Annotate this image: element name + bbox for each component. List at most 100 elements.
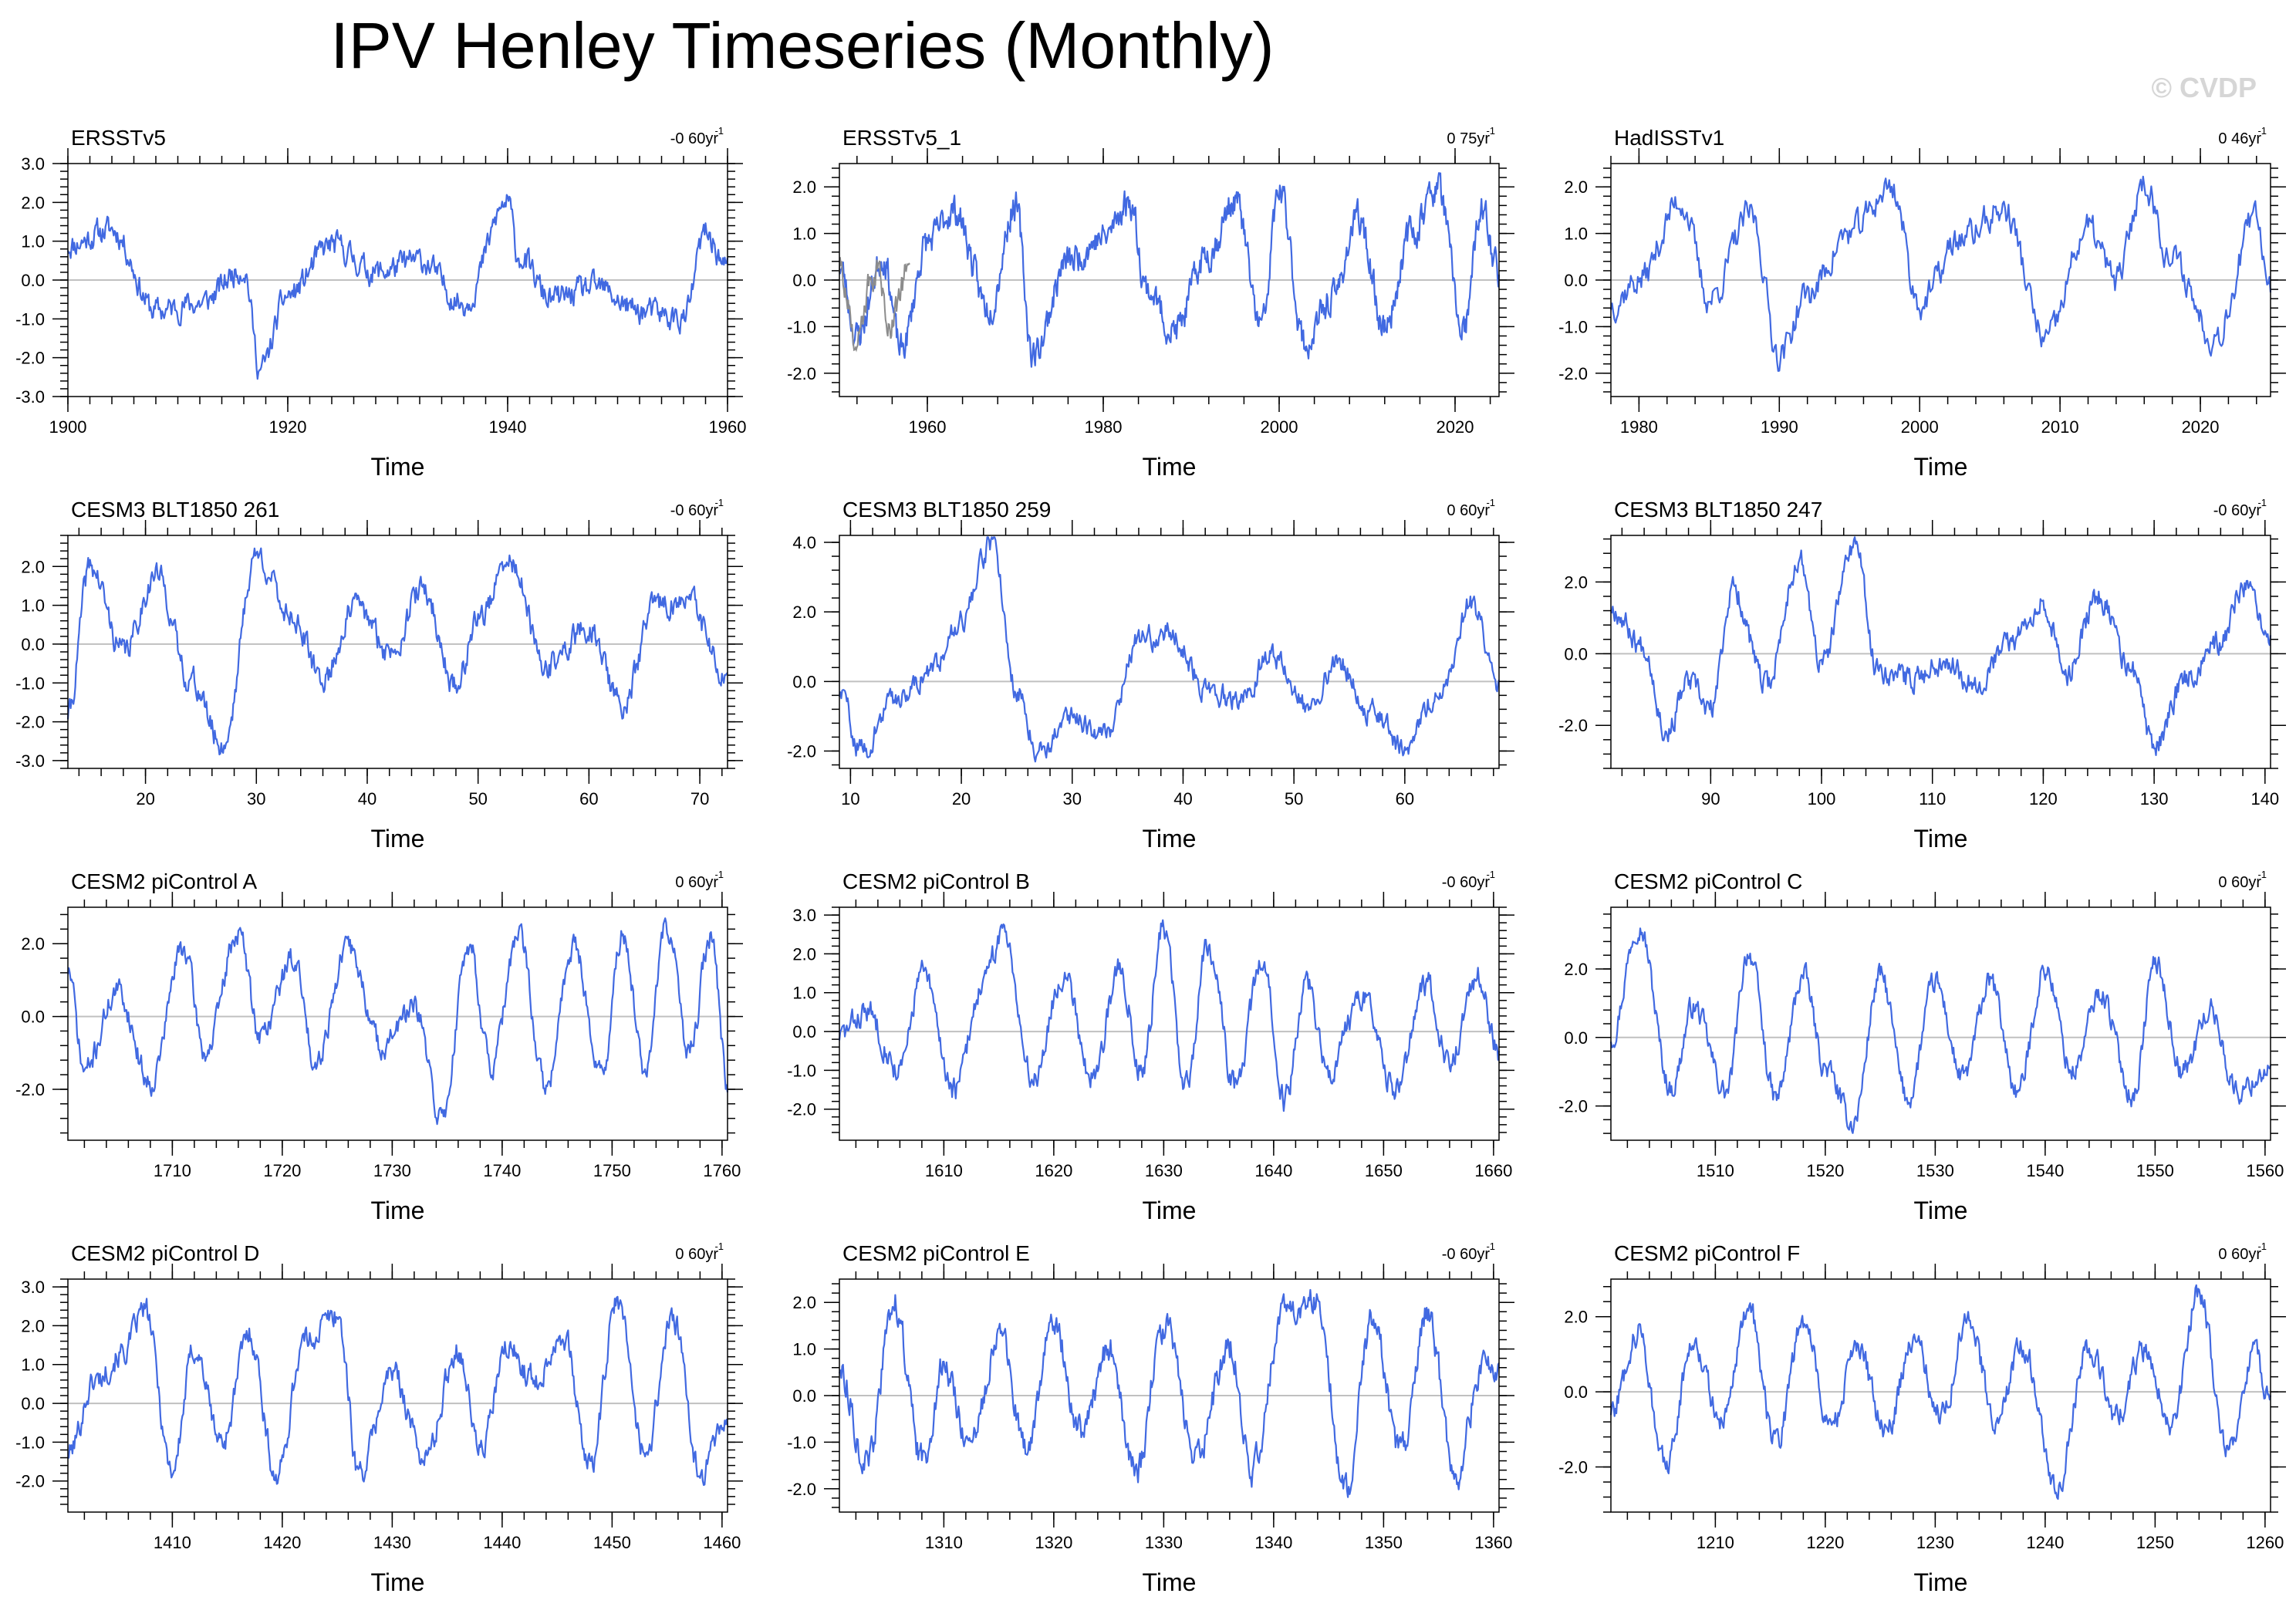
- x-tick-label: 1550: [2136, 1161, 2174, 1180]
- plot-frame: [67, 535, 728, 769]
- panel: HadISSTv1 0 46yr-1 1980 1990 2000 2010 2020 -2.…: [1558, 125, 2286, 481]
- x-tick-label: 60: [579, 789, 598, 808]
- x-tick-label: 1660: [1474, 1161, 1512, 1180]
- plot-frame: [1610, 1278, 2271, 1513]
- x-tick-label: 1360: [1474, 1533, 1512, 1552]
- x-tick-label: 20: [952, 789, 971, 808]
- panel: CESM3 BLT1850 261 -0 60yr-1 20 30 40 50 60 70 -3…: [15, 497, 743, 852]
- trend-label: 0 60yr: [2218, 874, 2261, 891]
- y-tick-label: 3.0: [21, 154, 45, 174]
- y-tick-label: -2.0: [15, 349, 45, 368]
- series-line: [838, 1288, 1500, 1498]
- x-axis-label: Time: [371, 825, 425, 852]
- trend-exponent: -1: [714, 1241, 724, 1252]
- trend-label: -0 60yr: [1442, 874, 1491, 891]
- plot-frame: [839, 906, 1500, 1141]
- x-tick-label: 50: [1285, 789, 1303, 808]
- trend-label: 0 60yr: [1447, 502, 1490, 519]
- x-tick-label: 1210: [1697, 1533, 1734, 1552]
- trend-exponent: -1: [2257, 125, 2267, 137]
- y-tick-label: 3.0: [21, 1278, 45, 1297]
- y-tick-label: -1.0: [787, 1061, 816, 1080]
- x-tick-label: 1260: [2246, 1533, 2284, 1552]
- panel-title: CESM2 piControl E: [842, 1241, 1030, 1265]
- x-axis-label: Time: [371, 453, 425, 481]
- y-tick-label: 1.0: [21, 232, 45, 251]
- x-axis-label: Time: [1143, 453, 1197, 481]
- series-line: [66, 917, 729, 1126]
- x-tick-label: 130: [2140, 789, 2169, 808]
- x-tick-label: 1430: [373, 1533, 411, 1552]
- watermark: © CVDP: [2151, 72, 2257, 103]
- x-tick-label: 30: [1063, 789, 1082, 808]
- x-tick-label: 140: [2250, 789, 2279, 808]
- y-tick-label: 0.0: [21, 1394, 45, 1413]
- x-tick-label: 20: [136, 789, 154, 808]
- figure-title: IPV Henley Timeseries (Monthly): [330, 9, 1274, 82]
- plot-frame: [67, 163, 728, 397]
- trend-exponent: -1: [2257, 869, 2267, 880]
- x-tick-label: 1730: [373, 1161, 411, 1180]
- x-tick-label: 1440: [483, 1533, 521, 1552]
- x-tick-label: 1410: [154, 1533, 191, 1552]
- y-tick-label: 2.0: [792, 603, 816, 622]
- y-tick-label: -1.0: [787, 317, 816, 336]
- panel-title: HadISSTv1: [1614, 126, 1724, 150]
- panel-title: CESM3 BLT1850 259: [842, 498, 1051, 522]
- x-tick-label: 90: [1701, 789, 1720, 808]
- panel: CESM2 piControl D 0 60yr-1 1410 1420 1430 144…: [15, 1241, 743, 1596]
- trend-exponent: -1: [714, 497, 724, 508]
- trend-label: -0 60yr: [1442, 1246, 1491, 1263]
- trend-exponent: -1: [2257, 497, 2267, 508]
- y-tick-label: -2.0: [1558, 1097, 1588, 1116]
- y-tick-label: -1.0: [787, 1433, 816, 1452]
- y-tick-label: 0.0: [1564, 644, 1588, 663]
- x-tick-label: 2010: [2041, 417, 2079, 437]
- x-tick-label: 1990: [1761, 417, 1798, 437]
- y-tick-label: -2.0: [787, 741, 816, 761]
- y-tick-label: 0.0: [21, 271, 45, 290]
- plot-frame: [839, 535, 1500, 769]
- y-tick-label: 1.0: [1564, 224, 1588, 244]
- series-line: [1609, 1284, 2272, 1501]
- y-tick-label: 1.0: [792, 224, 816, 244]
- x-axis-label: Time: [1914, 1568, 1968, 1596]
- panel: CESM3 BLT1850 247 -0 60yr-1 90 100 110 120 130…: [1558, 497, 2286, 852]
- y-tick-label: -1.0: [15, 673, 45, 693]
- y-tick-label: -2.0: [15, 1472, 45, 1491]
- y-tick-label: 1.0: [21, 596, 45, 616]
- x-tick-label: 1520: [1806, 1161, 1844, 1180]
- x-tick-label: 1340: [1254, 1533, 1292, 1552]
- y-tick-label: 0.0: [792, 672, 816, 691]
- y-tick-label: 0.0: [1564, 1028, 1588, 1048]
- panel-title: CESM2 piControl D: [71, 1241, 259, 1265]
- x-tick-label: 2020: [1437, 417, 1474, 437]
- x-axis-label: Time: [371, 1197, 425, 1224]
- x-tick-label: 60: [1396, 789, 1414, 808]
- panel-title: CESM3 BLT1850 261: [71, 498, 279, 522]
- panel: ERSSTv5 -0 60yr-1 1900 1920 1940 1960 -3.0 -2.0…: [15, 125, 746, 481]
- panel: CESM2 piControl A 0 60yr-1 1710 1720 1730 174…: [15, 869, 743, 1224]
- y-tick-label: -2.0: [1558, 1458, 1588, 1477]
- x-tick-label: 1510: [1697, 1161, 1734, 1180]
- x-tick-label: 1240: [2026, 1533, 2064, 1552]
- y-tick-label: 2.0: [21, 1316, 45, 1335]
- x-tick-label: 120: [2029, 789, 2058, 808]
- y-tick-label: 2.0: [792, 177, 816, 197]
- y-tick-label: 0.0: [792, 271, 816, 290]
- x-tick-label: 1630: [1145, 1161, 1183, 1180]
- y-tick-label: 3.0: [792, 906, 816, 925]
- panel: CESM2 piControl F 0 60yr-1 1210 1220 1230 124…: [1558, 1241, 2286, 1596]
- plot-frame: [67, 906, 728, 1141]
- x-tick-label: 30: [247, 789, 265, 808]
- x-axis-label: Time: [1914, 453, 1968, 481]
- x-tick-label: 1350: [1365, 1533, 1403, 1552]
- x-tick-label: 1960: [909, 417, 947, 437]
- x-tick-label: 1980: [1620, 417, 1658, 437]
- x-tick-label: 40: [358, 789, 376, 808]
- y-tick-label: 4.0: [792, 533, 816, 552]
- x-axis-label: Time: [1914, 825, 1968, 852]
- x-tick-label: 1610: [925, 1161, 963, 1180]
- secondary-series-line: [839, 257, 910, 353]
